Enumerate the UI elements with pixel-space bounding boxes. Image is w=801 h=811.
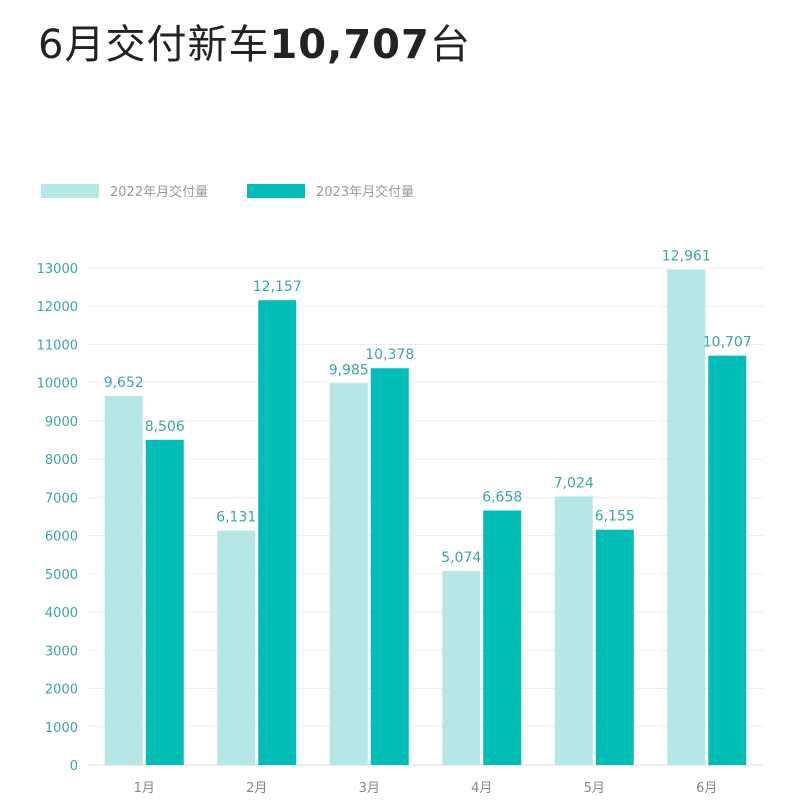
legend-label-2022: 2022年月交付量 [110, 184, 208, 200]
y-tick-label: 12000 [37, 300, 78, 315]
data-label: 6,658 [482, 489, 522, 505]
x-tick-label: 1月 [134, 781, 155, 796]
data-label: 8,506 [145, 419, 185, 435]
legend: 2022年月交付量 2023年月交付量 [41, 184, 414, 200]
y-tick-label: 9000 [45, 415, 78, 430]
x-tick-label: 6月 [696, 781, 717, 796]
bar-2022 [667, 269, 706, 765]
title-suffix: 台 [429, 22, 471, 68]
y-tick-label: 10000 [37, 377, 78, 392]
bar-2023 [708, 355, 747, 765]
data-label: 6,131 [216, 510, 256, 526]
data-label: 7,024 [554, 475, 594, 491]
data-label: 10,707 [703, 335, 752, 351]
y-tick-label: 5000 [45, 568, 78, 583]
title-prefix: 6月交付新车 [38, 22, 270, 68]
data-label: 6,155 [595, 509, 635, 525]
data-label: 9,985 [329, 362, 369, 378]
data-label: 12,157 [253, 279, 302, 295]
x-tick-label: 2月 [246, 781, 267, 796]
page-title: 6月交付新车10,707台 [38, 12, 471, 70]
x-tick-label: 4月 [471, 781, 492, 796]
x-tick-label: 3月 [359, 781, 380, 796]
y-tick-label: 4000 [45, 606, 78, 621]
data-label: 12,961 [662, 248, 711, 264]
bar-2023 [145, 439, 184, 765]
y-tick-label: 1000 [45, 721, 78, 736]
y-tick-label: 7000 [45, 491, 78, 506]
title-highlight: 10,707 [269, 22, 430, 68]
y-tick-label: 3000 [45, 644, 78, 659]
y-tick-label: 6000 [45, 530, 78, 545]
bar-2023 [370, 368, 409, 765]
data-label: 10,378 [365, 347, 414, 363]
legend-label-2023: 2023年月交付量 [316, 184, 414, 200]
bar-2022 [442, 571, 481, 765]
bar-2023 [258, 300, 297, 765]
legend-swatch-2022 [41, 184, 99, 198]
bar-2022 [217, 530, 256, 765]
legend-swatch-2023 [247, 184, 305, 198]
y-tick-label: 11000 [37, 338, 78, 353]
bar-2023 [483, 510, 522, 765]
bar-2023 [595, 529, 634, 765]
bar-2022 [104, 395, 143, 765]
x-tick-label: 5月 [584, 781, 605, 796]
bar-2022 [554, 496, 593, 765]
y-tick-label: 2000 [45, 683, 78, 698]
bar-2022 [329, 383, 368, 765]
y-tick-label: 8000 [45, 453, 78, 468]
y-tick-label: 13000 [37, 262, 78, 277]
data-label: 9,652 [104, 375, 144, 391]
y-tick-label: 0 [70, 759, 78, 774]
data-label: 5,074 [441, 550, 481, 566]
